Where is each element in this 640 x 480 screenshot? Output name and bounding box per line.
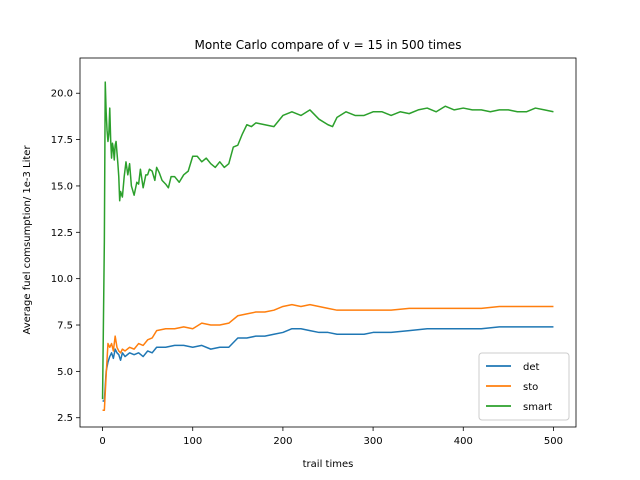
x-axis-title: trail times	[303, 459, 354, 470]
y-tick-label: 5.0	[57, 367, 73, 378]
y-tick-label: 15.0	[51, 181, 73, 192]
y-tick-label: 17.5	[51, 135, 73, 146]
series-layer	[101, 81, 554, 412]
series-line-sto	[102, 303, 554, 412]
y-axis: 2.5 5.0 7.5 10.0 12.5 15.0 17.5 20.0	[51, 89, 80, 424]
chart-title: Monte Carlo compare of v = 15 in 500 tim…	[195, 38, 462, 52]
legend-box	[478, 352, 570, 421]
y-tick-label: 12.5	[51, 228, 73, 239]
y-tick-label: 2.5	[57, 413, 73, 424]
y-tick-label: 20.0	[51, 89, 73, 100]
legend-label-det: det	[523, 362, 540, 373]
legend-label-smart: smart	[523, 402, 552, 413]
x-tick-label: 500	[544, 436, 563, 447]
x-tick-label: 200	[273, 436, 292, 447]
y-tick-label: 7.5	[57, 321, 73, 332]
legend: det sto smart	[478, 352, 570, 421]
series-line-smart	[101, 81, 554, 400]
series-line-det	[102, 326, 554, 402]
x-tick-label: 400	[454, 436, 473, 447]
y-axis-title: Average fuel comsumption/ 1e-3 Liter	[22, 145, 33, 335]
x-tick-label: 100	[183, 436, 202, 447]
x-tick-label: 300	[364, 436, 383, 447]
axes-frame	[79, 57, 577, 428]
y-tick-label: 10.0	[51, 274, 73, 285]
x-tick-label: 0	[99, 436, 105, 447]
x-axis: 0 100 200 300 400 500	[99, 427, 563, 447]
legend-label-sto: sto	[523, 382, 538, 393]
